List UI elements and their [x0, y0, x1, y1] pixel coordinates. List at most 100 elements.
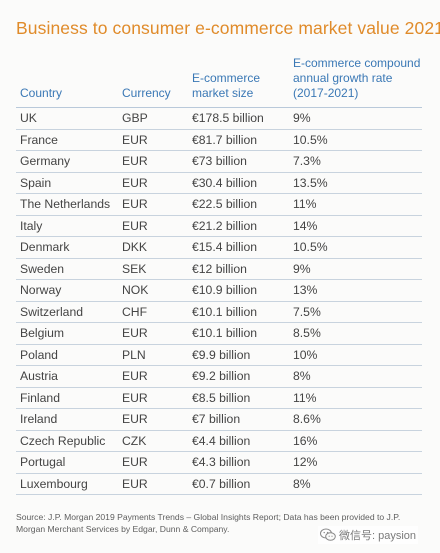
country-cell: Belgium — [16, 322, 118, 345]
market-size-cell: €10.9 billion — [188, 279, 289, 302]
growth-rate-cell: 11% — [289, 387, 422, 409]
market-size-cell: €7 billion — [188, 408, 289, 431]
country-cell: Austria — [16, 365, 118, 388]
table-row: Czech Republic CZK €4.4 billion 16% — [16, 430, 422, 452]
source-note: Source: J.P. Morgan 2019 Payments Trends… — [16, 512, 401, 534]
table-row: Belgium EUR €10.1 billion 8.5% — [16, 322, 422, 345]
table-row: The Netherlands EUR €22.5 billion 11% — [16, 193, 422, 216]
market-size-cell: €9.9 billion — [188, 344, 289, 366]
market-size-cell: €21.2 billion — [188, 215, 289, 237]
table-row: Italy EUR €21.2 billion 14% — [16, 215, 422, 237]
market-size-cell: €10.1 billion — [188, 301, 289, 323]
country-cell: Luxembourg — [16, 473, 118, 495]
growth-rate-cell: 16% — [289, 430, 422, 452]
currency-cell: EUR — [118, 215, 188, 237]
country-cell: Portugal — [16, 451, 118, 474]
table-row: Spain EUR €30.4 billion 13.5% — [16, 172, 422, 194]
wechat-icon — [320, 528, 336, 541]
currency-cell: GBP — [118, 107, 188, 130]
table-row: Norway NOK €10.9 billion 13% — [16, 279, 422, 302]
market-size-cell: €8.5 billion — [188, 387, 289, 409]
table-row: Ireland EUR €7 billion 8.6% — [16, 408, 422, 431]
table-header-row: Country Currency E-commerce market size … — [16, 56, 422, 108]
country-cell: Switzerland — [16, 301, 118, 323]
currency-cell: SEK — [118, 258, 188, 280]
growth-rate-cell: 9% — [289, 107, 422, 130]
country-cell: UK — [16, 107, 118, 130]
table-row: France EUR €81.7 billion 10.5% — [16, 129, 422, 151]
header-country: Country — [16, 56, 118, 108]
currency-cell: EUR — [118, 387, 188, 409]
header-growth-rate: E-commerce compound annual growth rate (… — [289, 56, 422, 108]
currency-cell: EUR — [118, 451, 188, 474]
country-cell: Ireland — [16, 408, 118, 431]
watermark: 微信号: paysion — [318, 526, 419, 544]
watermark-text: 微信号: paysion — [339, 530, 417, 542]
currency-cell: EUR — [118, 129, 188, 151]
header-market-size: E-commerce market size — [188, 56, 289, 108]
table-row: UK GBP €178.5 billion 9% — [16, 107, 422, 130]
country-cell: Poland — [16, 344, 118, 366]
country-cell: France — [16, 129, 118, 151]
market-size-cell: €178.5 billion — [188, 107, 289, 130]
country-cell: Norway — [16, 279, 118, 302]
table-row: Finland EUR €8.5 billion 11% — [16, 387, 422, 409]
country-cell: Germany — [16, 150, 118, 173]
currency-cell: EUR — [118, 172, 188, 194]
market-size-cell: €12 billion — [188, 258, 289, 280]
growth-rate-cell: 8.5% — [289, 322, 422, 345]
country-cell: Czech Republic — [16, 430, 118, 452]
market-size-cell: €22.5 billion — [188, 193, 289, 216]
table-row: Sweden SEK €12 billion 9% — [16, 258, 422, 280]
currency-cell: EUR — [118, 322, 188, 345]
table-row: Austria EUR €9.2 billion 8% — [16, 365, 422, 388]
currency-cell: EUR — [118, 473, 188, 495]
growth-rate-cell: 13.5% — [289, 172, 422, 194]
growth-rate-cell: 11% — [289, 193, 422, 216]
market-size-cell: €4.4 billion — [188, 430, 289, 452]
market-size-cell: €30.4 billion — [188, 172, 289, 194]
growth-rate-cell: 9% — [289, 258, 422, 280]
growth-rate-cell: 7.3% — [289, 150, 422, 173]
market-size-cell: €0.7 billion — [188, 473, 289, 495]
market-size-cell: €81.7 billion — [188, 129, 289, 151]
country-cell: Finland — [16, 387, 118, 409]
growth-rate-cell: 8% — [289, 365, 422, 388]
growth-rate-cell: 7.5% — [289, 301, 422, 323]
table-row: Luxembourg EUR €0.7 billion 8% — [16, 473, 422, 495]
currency-cell: CZK — [118, 430, 188, 452]
currency-cell: EUR — [118, 193, 188, 216]
growth-rate-cell: 12% — [289, 451, 422, 474]
table-row: Switzerland CHF €10.1 billion 7.5% — [16, 301, 422, 323]
growth-rate-cell: 10.5% — [289, 236, 422, 259]
currency-cell: CHF — [118, 301, 188, 323]
table-row: Portugal EUR €4.3 billion 12% — [16, 451, 422, 474]
country-cell: Spain — [16, 172, 118, 194]
document-title: Business to consumer e-commerce market v… — [16, 18, 440, 38]
market-size-cell: €73 billion — [188, 150, 289, 173]
growth-rate-cell: 8.6% — [289, 408, 422, 431]
header-currency: Currency — [118, 56, 188, 108]
growth-rate-cell: 14% — [289, 215, 422, 237]
table-row: Denmark DKK €15.4 billion 10.5% — [16, 236, 422, 259]
country-cell: The Netherlands — [16, 193, 118, 216]
table-body: UK GBP €178.5 billion 9% France EUR €81.7 bill… — [16, 107, 422, 495]
currency-cell: EUR — [118, 150, 188, 173]
currency-cell: EUR — [118, 365, 188, 388]
country-cell: Italy — [16, 215, 118, 237]
currency-cell: EUR — [118, 408, 188, 431]
market-size-cell: €15.4 billion — [188, 236, 289, 259]
table-row: Germany EUR €73 billion 7.3% — [16, 150, 422, 173]
currency-cell: PLN — [118, 344, 188, 366]
market-size-cell: €10.1 billion — [188, 322, 289, 345]
market-size-cell: €9.2 billion — [188, 365, 289, 388]
market-value-table: Country Currency E-commerce market size … — [16, 56, 422, 495]
growth-rate-cell: 10% — [289, 344, 422, 366]
currency-cell: NOK — [118, 279, 188, 302]
growth-rate-cell: 10.5% — [289, 129, 422, 151]
growth-rate-cell: 8% — [289, 473, 422, 495]
currency-cell: DKK — [118, 236, 188, 259]
country-cell: Denmark — [16, 236, 118, 259]
growth-rate-cell: 13% — [289, 279, 422, 302]
